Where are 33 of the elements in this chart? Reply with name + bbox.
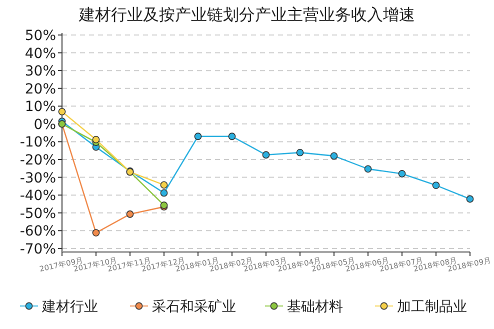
y-tick-label: -30%: [20, 170, 56, 186]
point: [126, 210, 134, 218]
legend-label: 加工制品业: [397, 299, 467, 315]
y-tick-label: -40%: [20, 188, 56, 204]
y-tick-label: -70%: [20, 241, 56, 258]
y-tick-label: 10%: [24, 99, 56, 116]
legend-label: 建材行业: [41, 299, 98, 315]
point: [432, 182, 440, 189]
point: [364, 165, 372, 173]
y-tick-label: 40%: [24, 46, 56, 62]
legend-label: 采石和采矿业: [152, 299, 236, 315]
point: [160, 181, 168, 189]
y-tick-label: -20%: [20, 152, 56, 169]
chart-title: 建材行业及按产业链划分产业主营业务收入增速: [78, 5, 415, 24]
y-tick-label: -10%: [20, 134, 56, 151]
point: [92, 229, 100, 236]
point: [194, 132, 202, 140]
y-tick-label: 50%: [24, 28, 56, 44]
point: [58, 108, 66, 116]
y-tick-label: 20%: [24, 81, 56, 98]
point: [228, 132, 236, 140]
point: [466, 195, 474, 203]
y-tick-label: 0%: [34, 116, 56, 133]
point: [92, 136, 100, 144]
legend-label: 基础材料: [287, 299, 343, 315]
y-tick-label: 30%: [24, 64, 56, 80]
y-tick-label: -50%: [20, 206, 56, 222]
point: [330, 152, 338, 160]
point: [296, 148, 304, 156]
point: [160, 189, 168, 197]
y-tick-label: -60%: [20, 224, 56, 240]
point: [398, 170, 406, 178]
point: [262, 151, 270, 159]
